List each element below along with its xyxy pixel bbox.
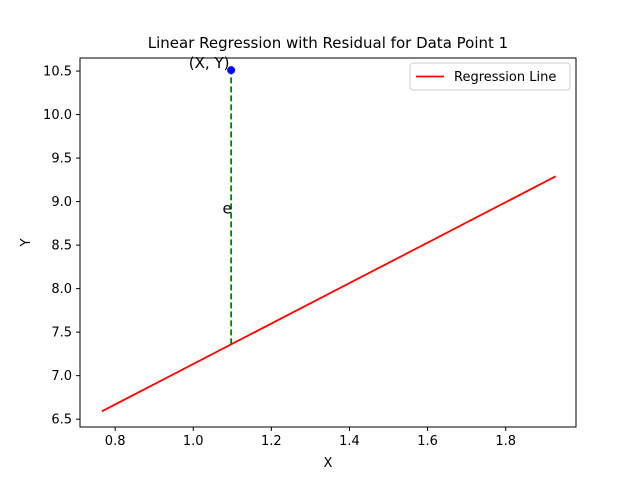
y-tick-label: 9.0 xyxy=(51,195,72,210)
x-axis-ticks: 0.8 1.0 1.2 1.4 1.6 1.8 xyxy=(105,427,516,449)
y-tick-label: 7.5 xyxy=(51,326,72,341)
plot-frame xyxy=(79,57,577,428)
y-tick-label: 8.0 xyxy=(51,282,72,297)
y-axis-ticks: 6.5 7.0 7.5 8.0 8.5 9.0 9.5 10.0 10.5 xyxy=(43,65,80,428)
chart-title: Linear Regression with Residual for Data… xyxy=(148,34,508,52)
data-point-label: (X, Y) xyxy=(189,54,230,72)
regression-line xyxy=(101,175,557,413)
residual-label: e xyxy=(223,199,232,217)
legend-box xyxy=(409,62,571,91)
x-tick-label: 1.8 xyxy=(495,434,516,449)
x-tick-label: 1.4 xyxy=(339,434,360,449)
series-layer xyxy=(101,175,557,413)
y-tick-label: 9.5 xyxy=(51,152,72,167)
x-axis-title: X xyxy=(324,456,333,471)
x-tick-label: 1.2 xyxy=(261,434,282,449)
x-tick-label: 1.6 xyxy=(417,434,438,449)
y-axis-title: Y xyxy=(19,238,34,247)
data-point-marker xyxy=(227,66,236,75)
y-tick-label: 6.5 xyxy=(51,413,72,428)
legend-label-regression-line: Regression Line xyxy=(454,70,556,85)
y-tick-label: 10.0 xyxy=(43,108,72,123)
plot-background xyxy=(80,58,576,427)
legend: Regression Line xyxy=(409,62,571,91)
y-tick-label: 8.5 xyxy=(51,239,72,254)
x-tick-label: 1.0 xyxy=(183,434,204,449)
y-tick-label: 10.5 xyxy=(43,65,72,80)
x-tick-label: 0.8 xyxy=(105,434,126,449)
y-tick-label: 7.0 xyxy=(51,369,72,384)
